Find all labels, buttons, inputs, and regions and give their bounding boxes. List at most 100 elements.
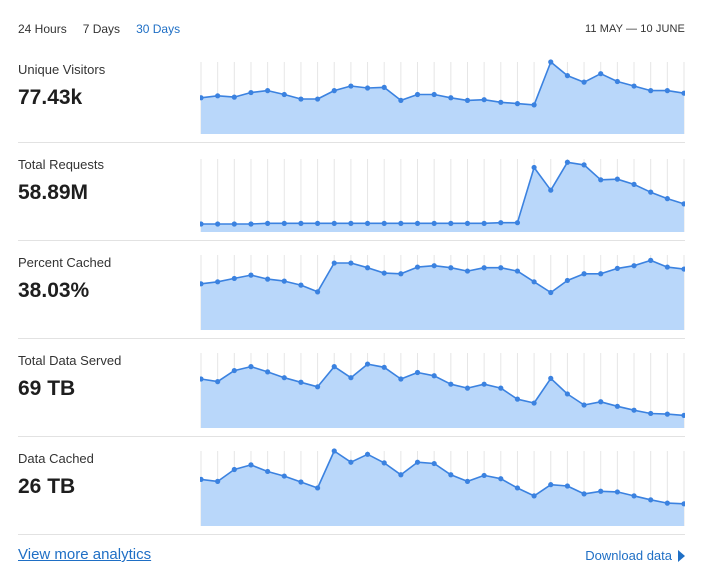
data-point	[248, 364, 254, 370]
data-point	[298, 479, 304, 485]
data-point	[314, 96, 321, 102]
data-point	[614, 489, 620, 495]
data-point	[200, 476, 204, 482]
metric-value: 38.03%	[18, 279, 90, 302]
tab-7-days[interactable]: 7 Days	[82, 22, 121, 36]
data-point	[364, 361, 371, 367]
data-point	[614, 176, 620, 182]
data-point	[281, 278, 287, 284]
metric-row-percent-cached: Percent Cached 38.03%	[18, 241, 685, 339]
metric-value: 77.43k	[18, 86, 83, 109]
data-point	[298, 379, 304, 385]
data-point	[481, 265, 487, 271]
data-point	[200, 376, 204, 382]
data-point	[398, 271, 404, 277]
data-point	[481, 472, 487, 479]
sparkline-chart	[200, 255, 685, 330]
data-point	[481, 381, 487, 387]
sparkline-chart	[200, 159, 685, 232]
data-point	[215, 478, 221, 484]
data-point	[548, 289, 554, 296]
data-point	[448, 220, 454, 226]
data-point	[564, 159, 571, 165]
data-point	[564, 391, 571, 397]
data-point	[631, 83, 637, 89]
data-point	[364, 265, 371, 271]
data-point	[215, 279, 221, 285]
data-point	[448, 381, 454, 387]
data-point	[414, 459, 421, 465]
sparkline-chart	[200, 59, 685, 134]
data-point	[481, 97, 487, 103]
series-line	[200, 61, 685, 106]
data-point	[331, 220, 337, 226]
data-point	[314, 485, 321, 491]
metric-row-unique-visitors: Unique Visitors 77.43k	[18, 48, 685, 143]
data-point	[498, 265, 504, 271]
data-point	[564, 277, 571, 284]
data-point	[348, 375, 354, 381]
tab-24-hours[interactable]: 24 Hours	[18, 22, 67, 36]
tab-30-days[interactable]: 30 Days	[136, 22, 181, 36]
data-point	[231, 466, 237, 473]
sparkline-chart	[200, 353, 685, 428]
data-point	[514, 101, 521, 107]
data-point	[281, 91, 287, 98]
data-point	[364, 220, 371, 226]
data-point	[531, 400, 537, 406]
data-point	[581, 402, 587, 408]
data-point	[498, 99, 504, 105]
data-point	[200, 95, 204, 101]
series-area	[201, 162, 684, 232]
data-point	[681, 501, 685, 507]
top-bar: 24 Hours 7 Days 30 Days 11 MAY — 10 JUNE	[18, 22, 685, 42]
data-point	[215, 93, 221, 99]
series-area	[201, 62, 684, 134]
data-point	[448, 265, 454, 271]
data-point	[298, 282, 304, 288]
data-point	[248, 89, 254, 96]
view-more-analytics-link[interactable]: View more analytics	[18, 546, 152, 563]
data-point	[331, 260, 337, 266]
data-point	[414, 91, 421, 98]
data-point	[331, 364, 337, 370]
data-point	[514, 268, 521, 274]
data-point	[598, 271, 604, 277]
data-point	[464, 220, 471, 226]
data-point	[681, 90, 685, 96]
metric-label: Unique Visitors	[18, 62, 106, 77]
data-point	[364, 451, 371, 457]
download-data-link[interactable]: Download data	[585, 548, 685, 563]
data-point	[514, 220, 521, 226]
data-point	[231, 367, 237, 374]
data-point	[398, 220, 404, 226]
data-point	[631, 493, 637, 499]
data-point	[448, 95, 454, 101]
metric-row-total-requests: Total Requests 58.89M	[18, 143, 685, 241]
data-point	[348, 220, 354, 226]
download-data-label: Download data	[585, 548, 672, 563]
data-point	[215, 221, 221, 227]
play-triangle-icon	[678, 549, 685, 562]
metric-row-data-cached: Data Cached 26 TB	[18, 437, 685, 535]
data-point	[348, 459, 354, 465]
data-point	[548, 59, 554, 65]
metric-row-total-data-served: Total Data Served 69 TB	[18, 339, 685, 437]
data-point	[414, 264, 421, 270]
data-point	[200, 281, 204, 287]
data-point	[664, 264, 670, 270]
data-point	[481, 220, 487, 226]
data-point	[681, 412, 685, 418]
data-point	[314, 384, 321, 390]
data-point	[414, 220, 421, 226]
data-point	[498, 220, 504, 226]
data-point	[381, 270, 387, 276]
data-point	[398, 376, 404, 382]
data-point	[564, 73, 571, 79]
date-range: 11 MAY — 10 JUNE	[584, 23, 685, 35]
data-point	[514, 396, 521, 402]
data-point	[531, 164, 537, 171]
series-area	[201, 364, 684, 428]
data-point	[664, 196, 670, 202]
data-point	[281, 220, 287, 226]
